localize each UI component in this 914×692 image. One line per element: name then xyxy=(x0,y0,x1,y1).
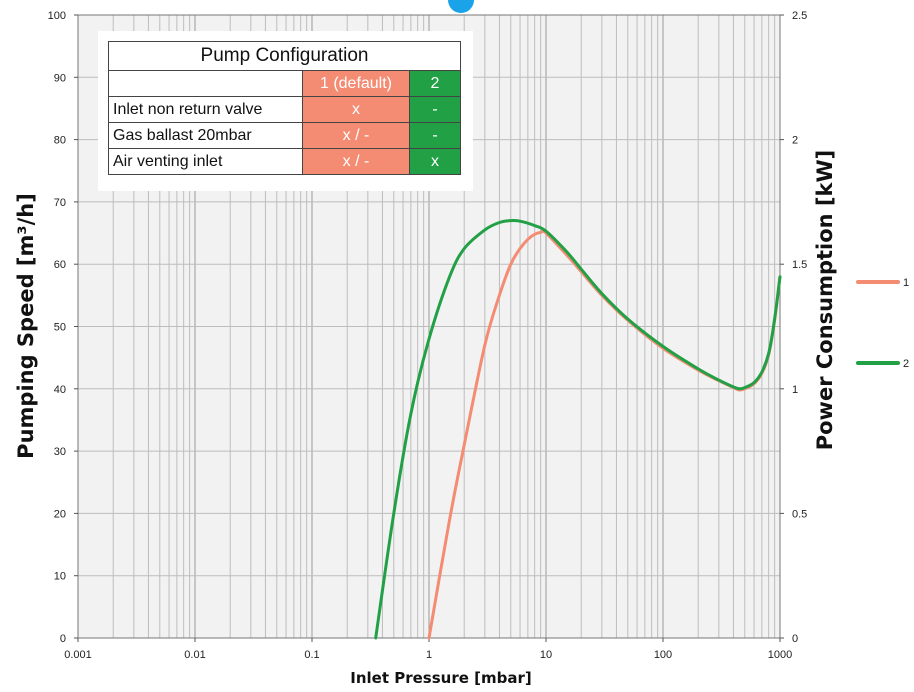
y-axis-ticks: 0 10 20 30 40 50 60 70 80 90 100 xyxy=(48,10,78,645)
config-header-2: 2 xyxy=(409,70,461,97)
y-axis-title: Pumping Speed [m³/h] xyxy=(14,193,38,459)
config-title-row: Pump Configuration xyxy=(108,41,461,71)
config-row: Air venting inlet x / - x xyxy=(108,148,461,175)
config-row-value-2: - xyxy=(409,122,461,149)
config-row-value-2: x xyxy=(409,148,461,175)
y2-axis-ticks: 0 0.5 1 1.5 2 2.5 xyxy=(780,10,807,645)
x-axis-title: Inlet Pressure [mbar] xyxy=(350,669,531,687)
y-tick-label: 80 xyxy=(54,135,66,147)
config-header-row: 1 (default) 2 xyxy=(108,70,461,97)
x-axis-ticks: 0.001 0.01 0.1 1 10 100 1000 xyxy=(64,638,792,661)
pump-configuration-panel: Pump Configuration 1 (default) 2 Inlet n… xyxy=(98,31,473,191)
y-tick-label: 70 xyxy=(54,197,66,209)
x-tick-label: 10 xyxy=(540,649,552,661)
config-row: Inlet non return valve x - xyxy=(108,96,461,123)
x-tick-label: 1000 xyxy=(768,649,792,661)
config-header-1: 1 (default) xyxy=(302,70,410,97)
y-tick-label: 90 xyxy=(54,72,66,84)
y-tick-label: 100 xyxy=(48,10,66,22)
x-tick-label: 0.1 xyxy=(304,649,319,661)
config-row-label: Inlet non return valve xyxy=(108,96,303,123)
x-tick-label: 100 xyxy=(654,649,672,661)
y-tick-label: 30 xyxy=(54,446,66,458)
x-tick-label: 0.01 xyxy=(184,649,205,661)
y2-axis-title: Power Consumption [kW] xyxy=(813,150,837,451)
config-row-value-1: x / - xyxy=(302,122,410,149)
x-tick-label: 1 xyxy=(426,649,432,661)
x-tick-label: 0.001 xyxy=(64,649,92,661)
y-tick-label: 40 xyxy=(54,384,66,396)
y-tick-label: 10 xyxy=(54,571,66,583)
pump-configuration-table: Pump Configuration 1 (default) 2 Inlet n… xyxy=(108,41,461,175)
config-title: Pump Configuration xyxy=(108,41,461,71)
config-row-label: Air venting inlet xyxy=(108,148,303,175)
config-row-label: Gas ballast 20mbar xyxy=(108,122,303,149)
y-tick-label: 20 xyxy=(54,508,66,520)
y-tick-label: 0 xyxy=(60,633,66,645)
y2-tick-label: 2.5 xyxy=(792,10,807,22)
legend-label-2: 2 xyxy=(903,358,909,370)
config-header-empty xyxy=(108,70,303,97)
y2-tick-label: 0 xyxy=(792,633,798,645)
y-tick-label: 60 xyxy=(54,259,66,271)
config-row-value-1: x xyxy=(302,96,410,123)
y-tick-label: 50 xyxy=(54,322,66,334)
series-line-2 xyxy=(374,218,782,640)
series-lines xyxy=(374,218,782,640)
config-row-value-2: - xyxy=(409,96,461,123)
config-row-value-1: x / - xyxy=(302,148,410,175)
config-row: Gas ballast 20mbar x / - - xyxy=(108,122,461,149)
y2-tick-label: 1 xyxy=(792,384,798,396)
y2-tick-label: 2 xyxy=(792,135,798,147)
y2-tick-label: 0.5 xyxy=(792,508,807,520)
legend-label-1: 1 xyxy=(903,277,909,289)
y2-tick-label: 1.5 xyxy=(792,259,807,271)
legend: 12 xyxy=(856,277,909,370)
logo-icon xyxy=(446,0,476,23)
